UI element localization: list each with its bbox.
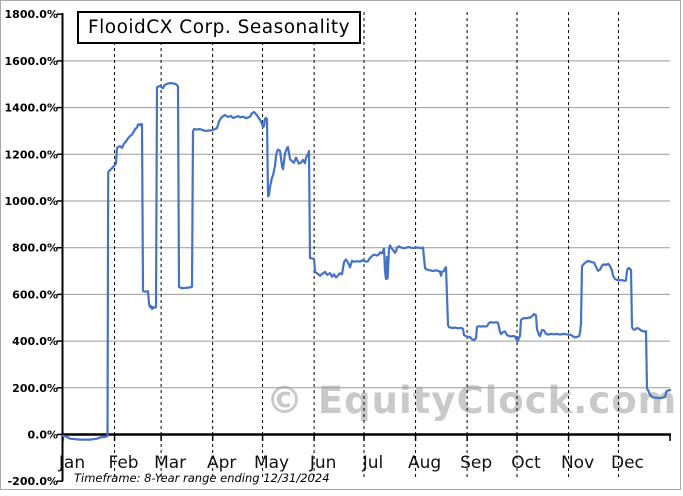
y-axis-tick-label: 0.0% <box>27 429 58 442</box>
x-axis-month-label: Mar <box>154 453 186 473</box>
y-axis-tick-label: 800.0% <box>12 242 58 255</box>
x-axis-month-label: Dec <box>611 453 644 473</box>
x-axis-month-label: Aug <box>408 453 441 473</box>
x-axis-month-label: May <box>254 453 289 473</box>
x-axis-month-label: Jun <box>309 453 337 473</box>
y-axis-tick-label: -200.0% <box>8 475 58 488</box>
x-axis-month-label: Sep <box>460 453 492 473</box>
chart-title-box: FlooidCX Corp. Seasonality <box>77 11 362 44</box>
x-axis-month-label: Feb <box>108 453 138 473</box>
y-axis-tick-label: 600.0% <box>12 288 58 301</box>
y-axis-tick-label: 1800.0% <box>5 8 58 21</box>
x-axis-month-label: Nov <box>561 453 594 473</box>
y-axis-tick-label: 400.0% <box>12 335 58 348</box>
y-axis-tick-label: 1200.0% <box>5 148 58 161</box>
x-axis-month-label: Oct <box>511 453 541 473</box>
x-axis-month-label: Apr <box>207 453 236 473</box>
timeframe-footnote: Timeframe: 8-Year range ending 12/31/202… <box>74 471 330 485</box>
y-axis-tick-label: 1000.0% <box>5 195 58 208</box>
seasonality-line <box>61 81 672 441</box>
equityclock-watermark: © EquityClock.com <box>266 379 678 422</box>
x-axis-month-label: Jul <box>362 453 384 473</box>
y-axis-tick-label: 1600.0% <box>5 55 58 68</box>
y-axis-tick-label: 1400.0% <box>5 102 58 115</box>
x-axis-month-label: Jan <box>58 453 85 473</box>
chart-title: FlooidCX Corp. Seasonality <box>88 17 351 38</box>
y-axis-tick-label: 200.0% <box>12 382 58 395</box>
